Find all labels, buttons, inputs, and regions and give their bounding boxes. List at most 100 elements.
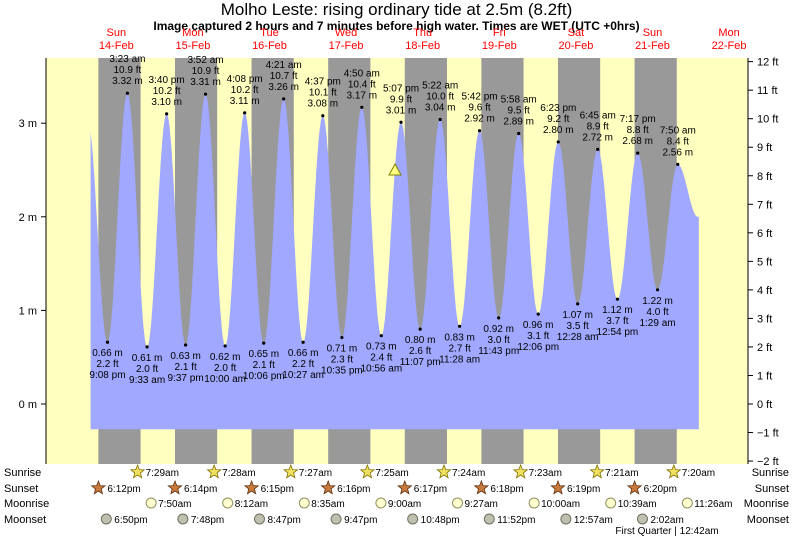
high-tide-time: 4:50 am: [344, 68, 380, 79]
moonset-time: 2:02am: [650, 515, 683, 526]
high-tide-time: 4:37 pm: [305, 77, 341, 88]
low-tide-ft: 2.4 ft: [370, 353, 392, 364]
high-tide-dot: [165, 112, 169, 116]
sunrise-time: 7:21am: [605, 468, 638, 479]
high-tide-time: 4:08 pm: [227, 74, 263, 85]
high-tide-ft: 8.8 ft: [627, 125, 649, 136]
day-name-label: Sun: [107, 27, 127, 39]
high-tide-m: 3.31 m: [190, 77, 221, 88]
high-tide-time: 7:50 am: [660, 125, 696, 136]
sunrise-time: 7:27am: [299, 468, 332, 479]
right-tick-label: −2 ft: [757, 456, 779, 468]
low-tide-ft: 2.0 ft: [136, 364, 158, 375]
moonrise-time: 9:27am: [465, 499, 498, 510]
high-tide-m: 3.01 m: [386, 105, 417, 116]
moonset-time: 10:48pm: [421, 515, 460, 526]
sunrise-icon: [129, 463, 146, 479]
right-tick-label: 5 ft: [757, 256, 772, 268]
day-name-label: Mon: [718, 27, 739, 39]
high-tide-time: 3:40 pm: [149, 75, 185, 86]
day-date-label: 21-Feb: [635, 40, 670, 52]
low-tide-m: 0.63 m: [170, 351, 201, 362]
low-tide-time: 12:54 pm: [597, 327, 639, 338]
left-tick-label: 3 m: [19, 118, 37, 130]
sunset-icon: [550, 479, 566, 495]
sunset-time: 6:15pm: [261, 484, 294, 495]
moonset-time: 8:47pm: [267, 515, 300, 526]
moonrise-time: 8:12am: [235, 499, 268, 510]
right-tick-label: 2 ft: [757, 342, 772, 354]
high-tide-time: 7:17 pm: [620, 114, 656, 125]
moonset-time: 6:50pm: [114, 515, 147, 526]
moonrise-icon: [145, 497, 157, 509]
high-tide-m: 3.17 m: [347, 90, 378, 101]
row-label-left: Sunset: [4, 483, 38, 495]
low-tide-dot: [262, 341, 266, 345]
day-date-label: 15-Feb: [175, 40, 210, 52]
sunset-icon: [626, 479, 643, 495]
moonrise-icon: [298, 497, 310, 509]
low-tide-ft: 2.2 ft: [292, 359, 314, 370]
high-tide-ft: 10.2 ft: [153, 86, 181, 97]
right-tick-label: 9 ft: [757, 142, 772, 154]
sunrise-time: 7:28am: [222, 468, 255, 479]
high-tide-dot: [399, 120, 403, 124]
low-tide-dot: [145, 345, 149, 349]
right-tick-label: 8 ft: [757, 171, 772, 183]
right-tick-label: 11 ft: [757, 85, 778, 97]
low-tide-m: 1.22 m: [642, 296, 673, 307]
low-tide-dot: [418, 327, 422, 331]
low-tide-time: 11:28 am: [439, 354, 480, 365]
low-tide-time: 1:29 am: [639, 318, 675, 329]
sunset-icon: [243, 479, 260, 495]
right-tick-label: 1 ft: [757, 370, 772, 382]
low-tide-m: 1.12 m: [602, 305, 633, 316]
low-tide-m: 0.66 m: [288, 348, 319, 359]
high-tide-m: 2.68 m: [622, 136, 653, 147]
sunrise-time: 7:20am: [682, 468, 715, 479]
high-tide-m: 3.32 m: [112, 76, 143, 87]
moonset-icon: [330, 513, 342, 525]
high-tide-dot: [125, 91, 130, 95]
high-tide-m: 3.11 m: [230, 96, 260, 107]
moonset-icon: [483, 513, 495, 525]
high-tide-ft: 10.0 ft: [426, 91, 454, 102]
low-tide-time: 9:33 am: [129, 375, 165, 386]
high-tide-time: 6:23 pm: [540, 103, 576, 114]
high-tide-ft: 9.6 ft: [468, 103, 490, 114]
row-label-right: Sunset: [755, 483, 789, 495]
sunrise-time: 7:23am: [529, 468, 562, 479]
low-tide-dot: [223, 344, 227, 348]
moonset-time: 9:47pm: [344, 515, 377, 526]
low-tide-ft: 2.6 ft: [409, 346, 431, 357]
sunrise-icon: [666, 463, 682, 479]
moonrise-icon: [452, 497, 464, 509]
high-tide-dot: [203, 92, 208, 96]
low-tide-time: 9:08 pm: [89, 370, 125, 381]
high-tide-m: 3.04 m: [425, 102, 456, 113]
sunrise-time: 7:25am: [375, 468, 408, 479]
moonrise-icon: [605, 497, 617, 509]
low-tide-ft: 3.1 ft: [527, 331, 549, 342]
low-tide-ft: 2.2 ft: [96, 359, 118, 370]
day-name-label: Sat: [568, 27, 585, 39]
moonrise-icon: [375, 497, 387, 509]
low-tide-time: 10:56 am: [360, 364, 402, 375]
low-tide-time: 10:06 pm: [243, 371, 285, 382]
sunrise-icon: [512, 463, 529, 479]
day-date-label: 19-Feb: [482, 40, 517, 52]
high-tide-time: 5:22 am: [422, 80, 458, 91]
sunset-time: 6:14pm: [184, 484, 217, 495]
current-level-marker: [388, 162, 402, 176]
moonrise-time: 8:35am: [311, 499, 344, 510]
high-tide-time: 3:52 am: [187, 55, 223, 66]
moonset-icon: [636, 513, 648, 525]
low-tide-time: 10:35 pm: [321, 366, 363, 377]
sunset-time: 6:16pm: [337, 484, 370, 495]
right-tick-label: 6 ft: [757, 228, 772, 240]
high-tide-m: 2.72 m: [582, 132, 613, 143]
low-tide-m: 0.65 m: [248, 349, 279, 360]
low-tide-m: 0.66 m: [92, 348, 123, 359]
low-tide-dot: [184, 343, 188, 347]
day-name-label: Mon: [182, 27, 203, 39]
